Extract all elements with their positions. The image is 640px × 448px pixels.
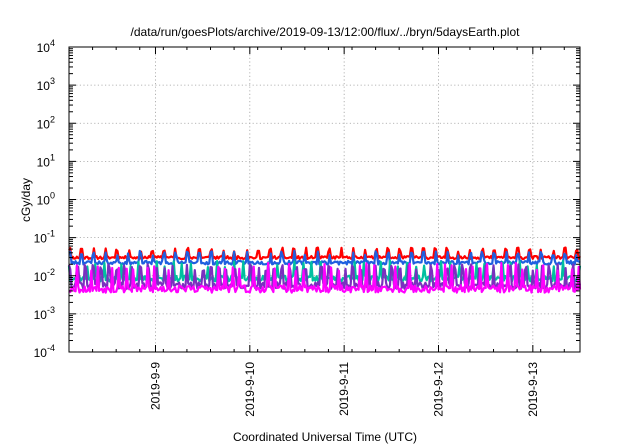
data-series-line: [68, 261, 582, 294]
y-tick-label: 102: [37, 114, 55, 131]
y-tick-label: 10-3: [34, 305, 55, 322]
y-tick-label: 104: [37, 38, 55, 55]
data-series-line: [68, 246, 581, 261]
y-tick-label: 10-4: [34, 343, 55, 360]
y-tick-label: 10-2: [34, 267, 55, 284]
y-tick-labels: 10-4 10-3 10-2 10-1 100 101 102 103 104: [34, 38, 55, 360]
grid: [69, 47, 580, 352]
x-axis-label: Coordinated Universal Time (UTC): [233, 430, 417, 444]
x-tick-label: 2019-9-10: [243, 362, 257, 417]
ticks: [68, 46, 580, 353]
x-tick-labels: 2019-9-9 2019-9-10 2019-9-11 2019-9-12 2019-…: [148, 362, 539, 417]
y-tick-label: 100: [37, 191, 55, 208]
y-tick-label: 103: [37, 76, 55, 93]
series-layer: [67, 246, 582, 294]
x-tick-label: 2019-9-13: [526, 362, 540, 417]
data-series-line: [68, 249, 581, 266]
x-tick-label: 2019-9-11: [337, 362, 351, 416]
y-axis-label: cGy/day: [19, 178, 33, 222]
y-tick-label: 10-1: [34, 229, 55, 246]
y-tick-label: 101: [37, 152, 55, 169]
x-tick-label: 2019-9-12: [431, 362, 445, 417]
chart-title: /data/run/goesPlots/archive/2019-09-13/1…: [131, 25, 521, 39]
x-tick-label: 2019-9-9: [148, 362, 162, 410]
